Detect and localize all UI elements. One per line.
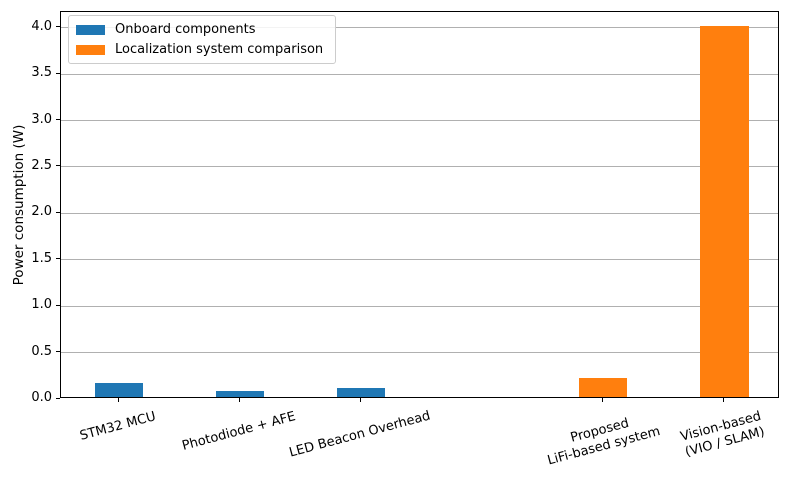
y-gridline (61, 259, 778, 261)
x-tick-mark (359, 398, 361, 402)
x-tick-mark (601, 398, 603, 402)
bar-vision-based-vio-slam- (700, 25, 749, 397)
x-tick-mark (722, 398, 724, 402)
y-gridline (61, 120, 778, 122)
y-tick-mark (56, 397, 60, 399)
y-tick-label: 2.0 (31, 204, 52, 220)
y-tick-mark (56, 119, 60, 121)
bar-proposed-lifi-based-system (579, 378, 628, 397)
legend: Onboard components Localization system co… (68, 15, 337, 64)
y-tick-mark (56, 351, 60, 353)
x-tick-mark (238, 398, 240, 402)
y-tick-label: 4.0 (31, 18, 52, 34)
plot-area (60, 11, 779, 398)
legend-swatch-blue (76, 24, 105, 35)
y-gridline (61, 305, 778, 307)
y-gridline (61, 73, 778, 75)
x-tick-label: STM32 MCU (78, 409, 158, 444)
y-tick-label: 1.5 (31, 250, 52, 266)
legend-entry-label: Onboard components (115, 22, 256, 37)
x-tick-label: LED Beacon Overhead (287, 408, 433, 462)
y-tick-mark (56, 72, 60, 74)
y-gridline (61, 212, 778, 214)
y-tick-mark (56, 165, 60, 167)
bar-photodiode-afe (215, 391, 265, 397)
legend-entry-label: Localization system comparison (115, 42, 324, 57)
x-tick-label: Photodiode + AFE (180, 409, 298, 454)
x-tick-label: Vision-based (VIO / SLAM) (679, 409, 767, 461)
y-tick-label: 3.0 (31, 111, 52, 127)
bar-stm32-mcu (94, 383, 144, 397)
y-tick-mark (56, 304, 60, 306)
x-tick-mark (117, 398, 119, 402)
y-tick-label: 0.5 (31, 343, 52, 359)
legend-entry: Onboard components (76, 22, 323, 37)
y-gridline (61, 166, 778, 168)
y-gridline (61, 352, 778, 354)
y-gridline (61, 27, 778, 29)
x-tick-label: Proposed LiFi-based system (546, 416, 663, 469)
y-tick-label: 0.0 (31, 390, 52, 405)
y-tick-label: 1.0 (31, 297, 52, 313)
y-tick-mark (56, 211, 60, 213)
y-tick-mark (56, 258, 60, 260)
y-tick-label: 3.5 (31, 65, 52, 81)
legend-entry: Localization system comparison (76, 42, 323, 57)
bar-led-beacon-overhead (336, 387, 386, 397)
legend-swatch-orange (76, 44, 105, 55)
y-tick-mark (56, 26, 60, 28)
y-tick-label: 2.5 (31, 157, 52, 173)
